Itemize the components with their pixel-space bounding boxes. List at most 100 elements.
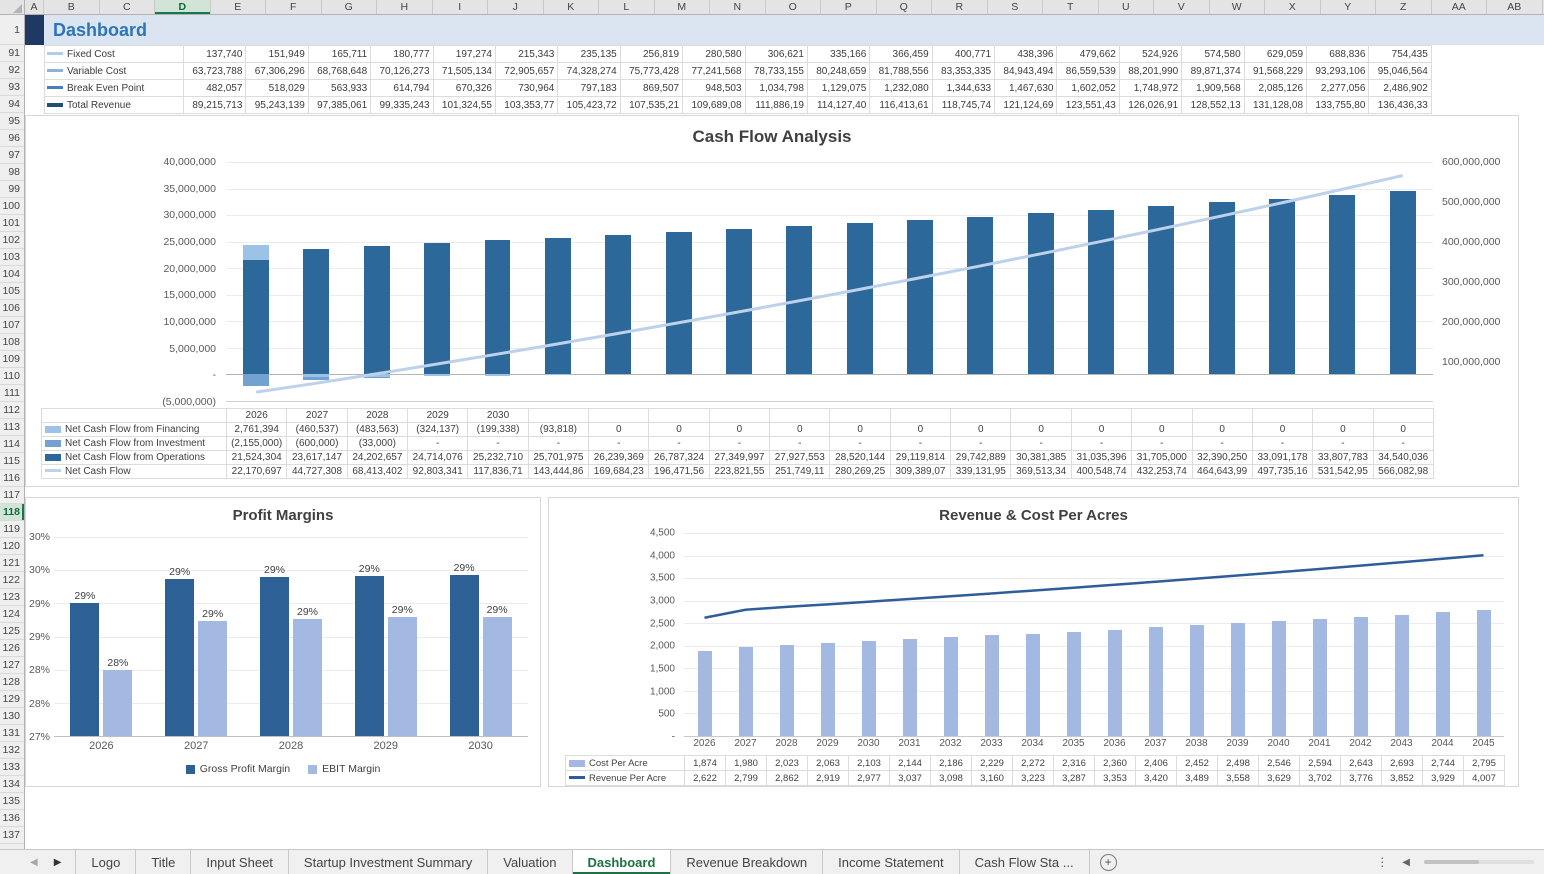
summary-cell[interactable]: 89,215,713 (182, 96, 247, 114)
summary-cell[interactable]: 235,135 (557, 45, 621, 63)
prev-sheet-arrow-icon[interactable]: ◀ (30, 856, 38, 868)
column-header-N[interactable]: N (710, 0, 766, 14)
summary-cell[interactable]: 306,621 (744, 45, 808, 63)
summary-cell[interactable]: 1,034,798 (744, 79, 808, 97)
summary-cell[interactable]: 256,819 (619, 45, 684, 63)
summary-cell[interactable]: 81,788,556 (869, 62, 933, 80)
row-header-110[interactable]: 110 (0, 368, 24, 385)
summary-cell[interactable]: 89,871,374 (1181, 62, 1245, 80)
row-header-116[interactable]: 116 (0, 470, 24, 487)
row-header-111[interactable]: 111 (0, 385, 24, 402)
column-header-T[interactable]: T (1043, 0, 1099, 14)
summary-cell[interactable]: 1,344,633 (931, 79, 996, 97)
row-header-132[interactable]: 132 (0, 742, 24, 759)
page-title[interactable]: Dashboard (44, 15, 1544, 45)
column-header-Y[interactable]: Y (1321, 0, 1376, 14)
summary-cell[interactable]: 1,129,075 (806, 79, 871, 97)
summary-cell[interactable]: 754,435 (1368, 45, 1432, 63)
row-header-105[interactable]: 105 (0, 283, 24, 300)
summary-cell[interactable]: 107,535,21 (619, 96, 684, 114)
row-header-119[interactable]: 119 (0, 521, 24, 538)
row-header-91[interactable]: 91 (0, 45, 24, 62)
row-header-125[interactable]: 125 (0, 623, 24, 640)
row-header-118[interactable]: 118 (0, 504, 24, 521)
summary-cell[interactable]: 126,026,91 (1118, 96, 1183, 114)
summary-cell[interactable]: 215,343 (494, 45, 559, 63)
row-header-108[interactable]: 108 (0, 334, 24, 351)
row-header-133[interactable]: 133 (0, 759, 24, 776)
summary-cell[interactable]: 1,909,568 (1181, 79, 1245, 97)
sheet-tab-cash-flow-sta-[interactable]: Cash Flow Sta ... (960, 850, 1090, 874)
column-header-F[interactable]: F (266, 0, 322, 14)
column-header-C[interactable]: C (100, 0, 155, 14)
summary-cell[interactable]: 88,201,990 (1118, 62, 1183, 80)
column-header-D[interactable]: D (155, 0, 211, 14)
row-header-123[interactable]: 123 (0, 589, 24, 606)
summary-cell[interactable]: 2,085,126 (1243, 79, 1308, 97)
row-header-129[interactable]: 129 (0, 691, 24, 708)
summary-cell[interactable]: 280,580 (682, 45, 746, 63)
summary-cell[interactable]: 165,711 (307, 45, 372, 63)
summary-cell[interactable]: 105,423,72 (557, 96, 621, 114)
summary-cell[interactable]: 563,933 (307, 79, 372, 97)
column-header-B[interactable]: B (44, 0, 100, 14)
summary-row-label[interactable]: Variable Cost (44, 62, 184, 80)
summary-cell[interactable]: 366,459 (869, 45, 933, 63)
sheet-tab-valuation[interactable]: Valuation (488, 850, 573, 874)
column-header-U[interactable]: U (1099, 0, 1154, 14)
row-header-102[interactable]: 102 (0, 232, 24, 249)
summary-cell[interactable]: 109,689,08 (682, 96, 746, 114)
summary-cell[interactable]: 479,662 (1056, 45, 1120, 63)
summary-cell[interactable]: 1,748,972 (1118, 79, 1183, 97)
summary-cell[interactable]: 86,559,539 (1056, 62, 1120, 80)
summary-cell[interactable]: 948,503 (682, 79, 746, 97)
row-header-127[interactable]: 127 (0, 657, 24, 674)
horizontal-scrollbar[interactable] (1424, 860, 1534, 864)
row-header-109[interactable]: 109 (0, 351, 24, 368)
cash-flow-chart[interactable]: Cash Flow Analysis 40,000,000 35,000,000 3… (25, 115, 1519, 487)
summary-cell[interactable]: 75,773,428 (619, 62, 684, 80)
row-header-137[interactable]: 137 (0, 827, 24, 844)
sheet-tab-dashboard[interactable]: Dashboard (572, 850, 672, 874)
row-header-113[interactable]: 113 (0, 419, 24, 436)
summary-cell[interactable]: 99,335,243 (370, 96, 434, 114)
summary-cell[interactable]: 400,771 (931, 45, 996, 63)
column-header-A[interactable]: A (25, 0, 44, 14)
summary-cell[interactable]: 95,243,139 (245, 96, 309, 114)
column-header-V[interactable]: V (1154, 0, 1210, 14)
summary-cell[interactable]: 151,949 (245, 45, 309, 63)
summary-cell[interactable]: 78,733,155 (744, 62, 808, 80)
summary-row-label[interactable]: Break Even Point (44, 79, 184, 97)
summary-cell[interactable]: 574,580 (1181, 45, 1245, 63)
hscroll-left-arrow-icon[interactable]: ◀ (1402, 856, 1410, 868)
row-header-96[interactable]: 96 (0, 130, 24, 147)
row-header-121[interactable]: 121 (0, 555, 24, 572)
summary-cell[interactable]: 93,293,106 (1306, 62, 1370, 80)
column-header-AB[interactable]: AB (1487, 0, 1543, 14)
summary-cell[interactable]: 131,128,08 (1243, 96, 1308, 114)
summary-cell[interactable]: 1,602,052 (1056, 79, 1120, 97)
column-header-G[interactable]: G (322, 0, 377, 14)
row-header-130[interactable]: 130 (0, 708, 24, 725)
summary-row-label[interactable]: Total Revenue (44, 96, 184, 114)
summary-cell[interactable]: 91,568,229 (1243, 62, 1308, 80)
summary-cell[interactable]: 83,353,335 (931, 62, 996, 80)
summary-cell[interactable]: 77,241,568 (682, 62, 746, 80)
column-header-J[interactable]: J (488, 0, 544, 14)
summary-cell[interactable]: 84,943,494 (994, 62, 1058, 80)
sheet-tab-revenue-breakdown[interactable]: Revenue Breakdown (671, 850, 824, 874)
column-header-K[interactable]: K (544, 0, 599, 14)
row-header-112[interactable]: 112 (0, 402, 24, 419)
summary-cell[interactable]: 70,126,273 (370, 62, 434, 80)
summary-cell[interactable]: 68,768,648 (307, 62, 372, 80)
summary-cell[interactable]: 95,046,564 (1368, 62, 1432, 80)
select-all-corner[interactable] (0, 0, 25, 14)
summary-cell[interactable]: 197,274 (432, 45, 496, 63)
summary-cell[interactable]: 2,277,056 (1306, 79, 1370, 97)
summary-cell[interactable]: 730,964 (494, 79, 559, 97)
column-header-L[interactable]: L (599, 0, 655, 14)
row-header-98[interactable]: 98 (0, 164, 24, 181)
summary-cell[interactable]: 74,328,274 (557, 62, 621, 80)
summary-cell[interactable]: 121,124,69 (994, 96, 1058, 114)
column-header-O[interactable]: O (766, 0, 821, 14)
